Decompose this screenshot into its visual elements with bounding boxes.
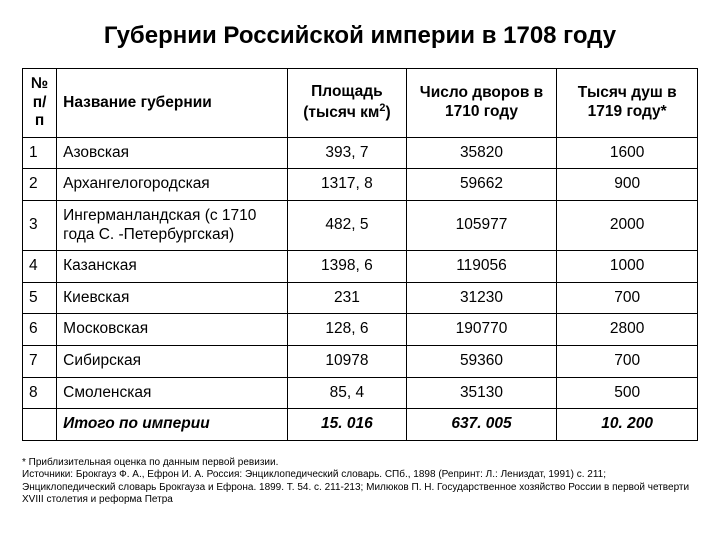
governorates-table: № п/п Название губернии Площадь (тысяч к… [22,68,698,441]
table-row: 8Смоленская85, 435130500 [23,377,698,409]
table-row: 7Сибирская1097859360700 [23,345,698,377]
footnote-line2: Источники: Брокгауз Ф. А., Ефрон И. А. Р… [22,469,698,507]
cell-households: 31230 [406,282,557,314]
cell-souls: 1600 [557,137,698,169]
footnote-line1: * Приблизительная оценка по данным перво… [22,457,698,470]
cell-area: 231 [288,282,407,314]
table-header-row: № п/п Название губернии Площадь (тысяч к… [23,69,698,138]
col-households: Число дворов в 1710 году [406,69,557,138]
cell-souls: 700 [557,282,698,314]
table-row: 6Московская128, 61907702800 [23,314,698,346]
cell-households: 59662 [406,169,557,201]
cell-area: 85, 4 [288,377,407,409]
cell-name: Киевская [57,282,288,314]
table-row: 1Азовская393, 7358201600 [23,137,698,169]
cell-souls: 2800 [557,314,698,346]
cell-num: 3 [23,200,57,250]
cell-area: 10978 [288,345,407,377]
cell-souls: 700 [557,345,698,377]
cell-households: 35130 [406,377,557,409]
cell-num: 6 [23,314,57,346]
cell-total-label: Итого по империи [57,409,288,441]
cell-souls: 10. 200 [557,409,698,441]
table-row: 5Киевская23131230700 [23,282,698,314]
cell-households: 637. 005 [406,409,557,441]
footnote: * Приблизительная оценка по данным перво… [22,457,698,507]
table-row: 2Архангелогородская1317, 859662900 [23,169,698,201]
cell-name: Сибирская [57,345,288,377]
cell-name: Архангелогородская [57,169,288,201]
cell-name: Московская [57,314,288,346]
cell-num: 1 [23,137,57,169]
col-name: Название губернии [57,69,288,138]
col-souls: Тысяч душ в 1719 году* [557,69,698,138]
cell-area: 1398, 6 [288,251,407,283]
cell-num: 5 [23,282,57,314]
cell-num: 7 [23,345,57,377]
cell-area: 128, 6 [288,314,407,346]
cell-name: Казанская [57,251,288,283]
table-total-row: Итого по империи15. 016637. 00510. 200 [23,409,698,441]
cell-area: 15. 016 [288,409,407,441]
page-title: Губернии Российской империи в 1708 году [22,22,698,50]
cell-households: 119056 [406,251,557,283]
cell-num: 4 [23,251,57,283]
cell-households: 59360 [406,345,557,377]
cell-households: 105977 [406,200,557,250]
cell-households: 190770 [406,314,557,346]
cell-souls: 900 [557,169,698,201]
cell-num: 8 [23,377,57,409]
col-num: № п/п [23,69,57,138]
cell-name: Ингерманландская (с 1710 года С. -Петерб… [57,200,288,250]
cell-souls: 500 [557,377,698,409]
table-row: 3Ингерманландская (с 1710 года С. -Петер… [23,200,698,250]
cell-area: 1317, 8 [288,169,407,201]
cell-souls: 2000 [557,200,698,250]
cell-num [23,409,57,441]
cell-souls: 1000 [557,251,698,283]
cell-households: 35820 [406,137,557,169]
cell-area: 393, 7 [288,137,407,169]
cell-name: Смоленская [57,377,288,409]
cell-num: 2 [23,169,57,201]
col-area: Площадь (тысяч км2) [288,69,407,138]
table-row: 4Казанская1398, 61190561000 [23,251,698,283]
cell-area: 482, 5 [288,200,407,250]
cell-name: Азовская [57,137,288,169]
table-body: 1Азовская393, 73582016002Архангелогородс… [23,137,698,440]
